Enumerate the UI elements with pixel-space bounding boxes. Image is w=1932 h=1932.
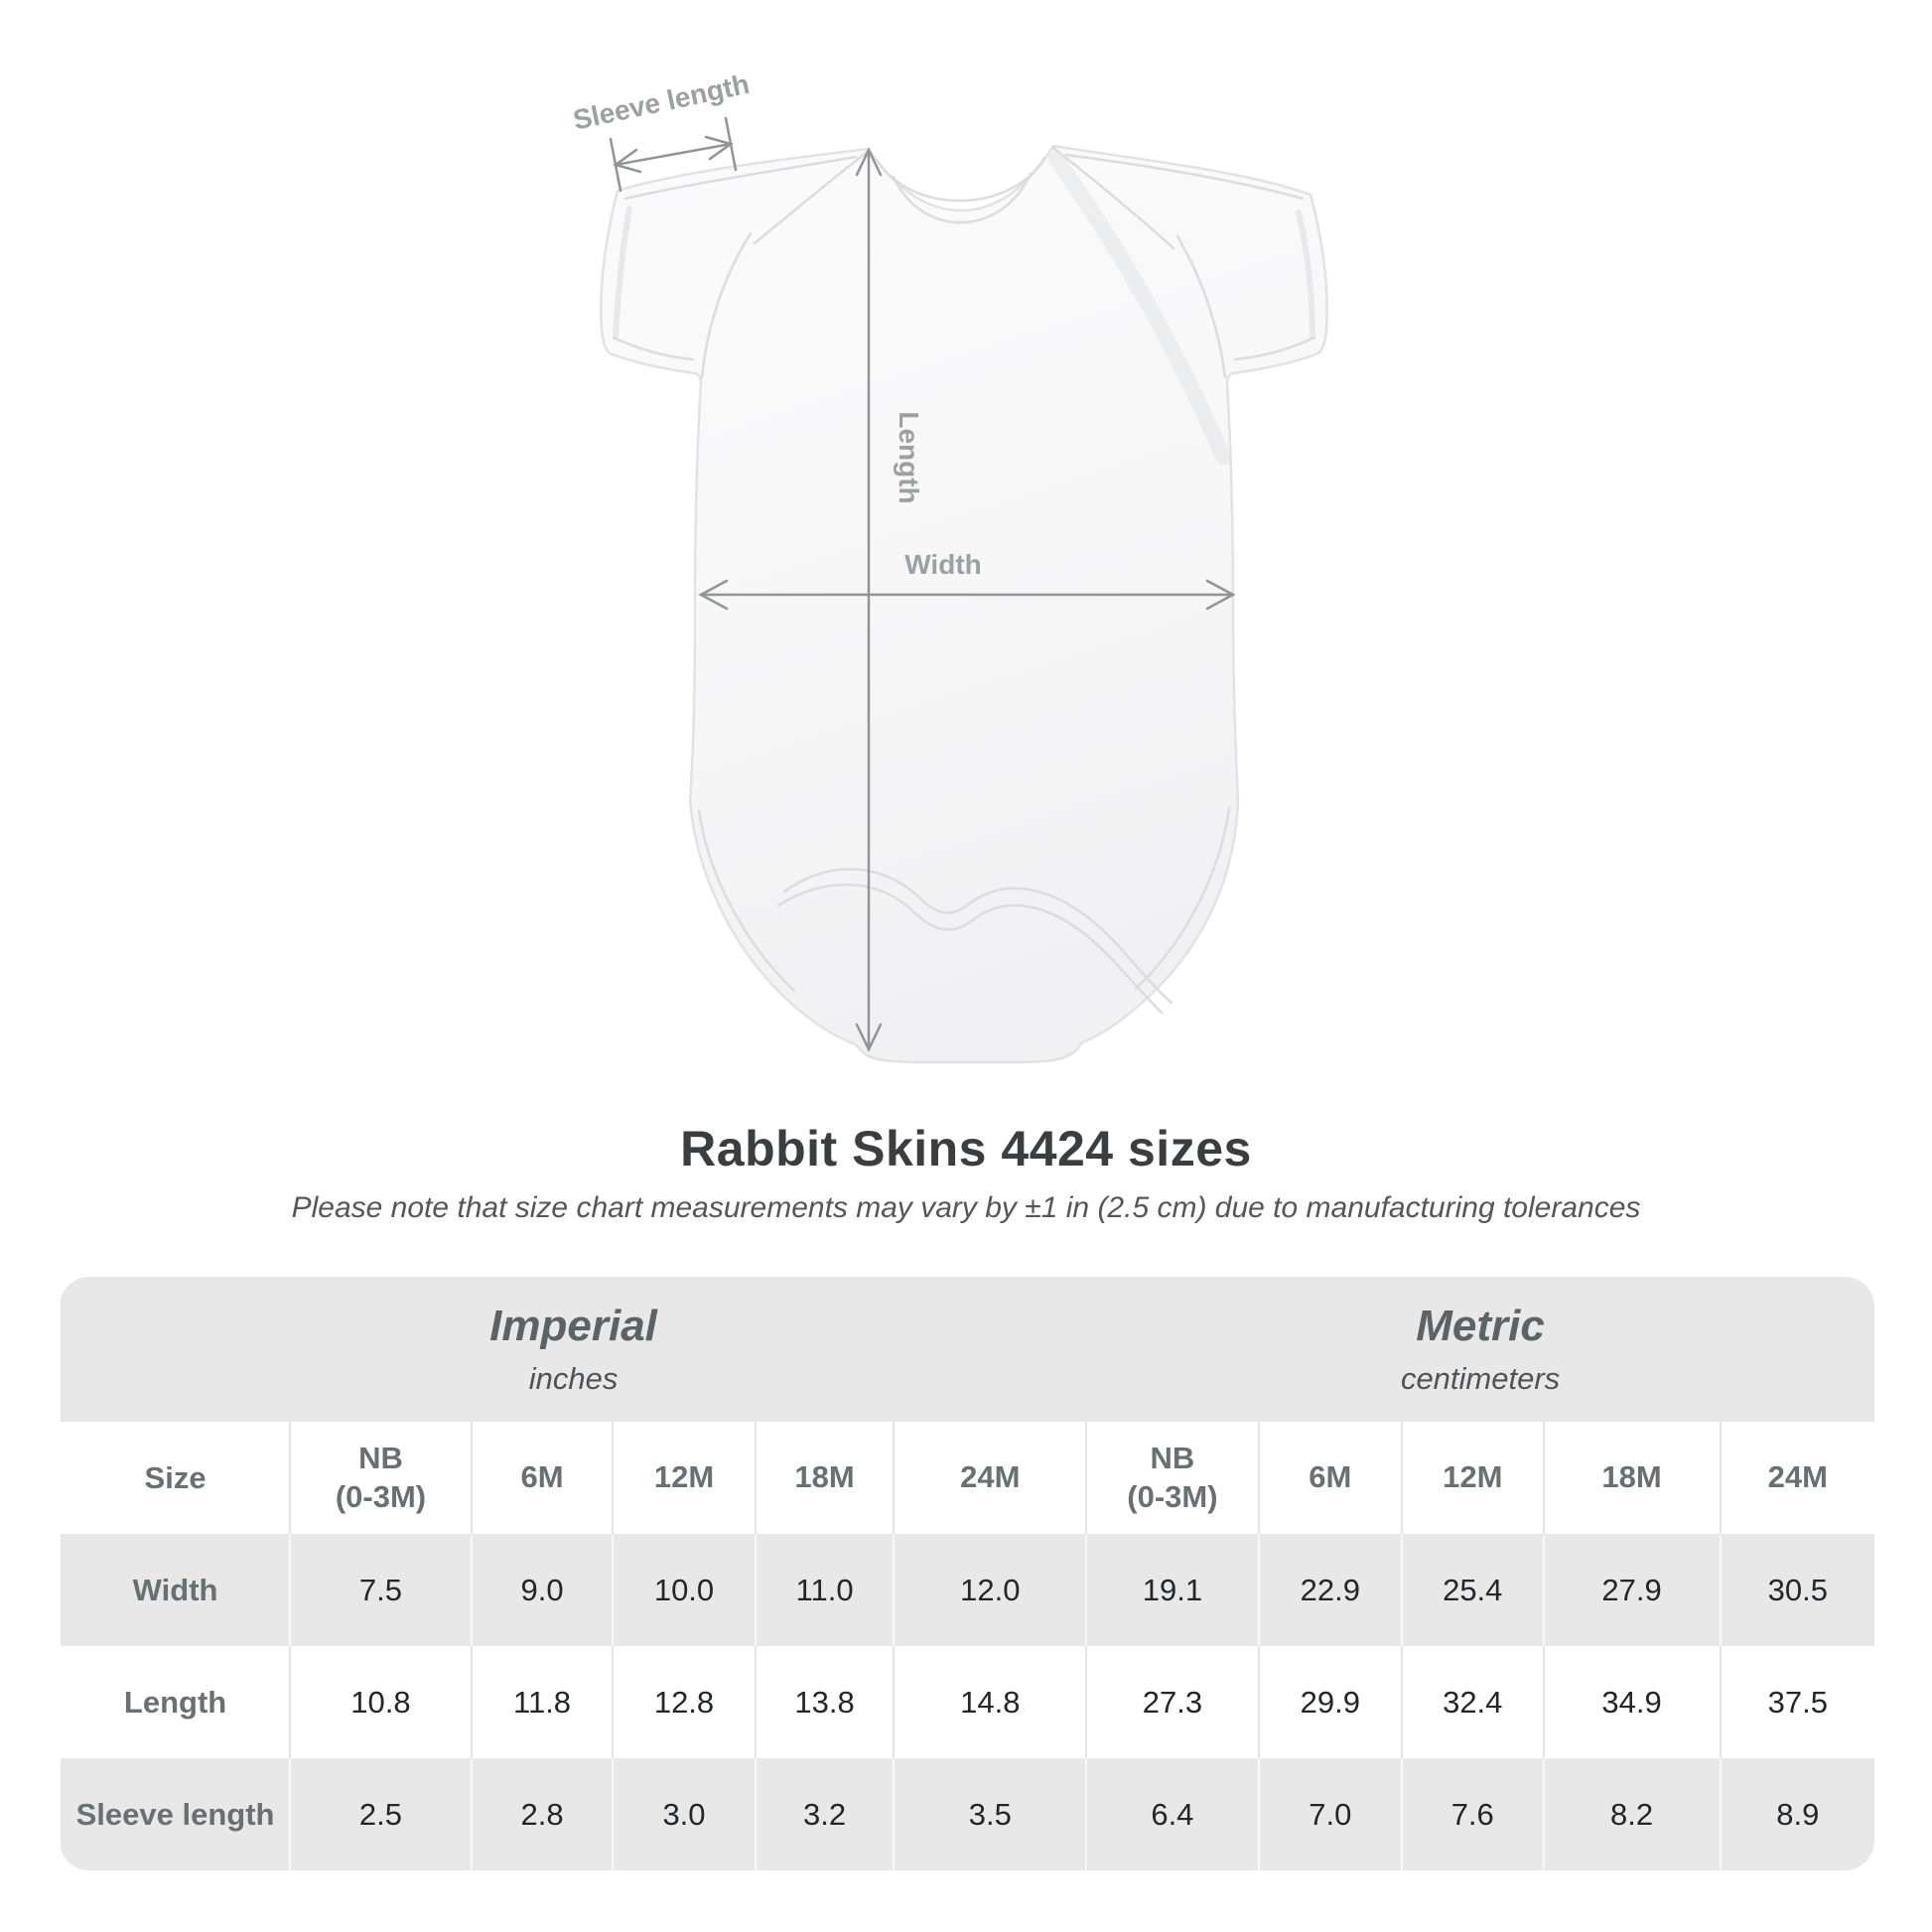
sleeve-imperial-24m: 3.5 xyxy=(893,1758,1087,1870)
length-metric-nb: 27.3 xyxy=(1085,1646,1259,1758)
col-imperial-18m: 18M xyxy=(754,1422,895,1534)
leg-binding-seams xyxy=(697,806,1231,993)
length-metric-24m: 37.5 xyxy=(1719,1646,1874,1758)
width-metric-nb: 19.1 xyxy=(1085,1534,1259,1646)
page-title: Rabbit Skins 4424 sizes xyxy=(680,1121,1252,1176)
bodysuit-outline xyxy=(600,144,1328,1064)
width-imperial-24m: 12.0 xyxy=(893,1534,1087,1646)
sleeve-row-label: Sleeve length xyxy=(61,1758,291,1870)
col-metric-nb: NB (0-3M) xyxy=(1085,1422,1259,1534)
imperial-unit: inches xyxy=(528,1361,619,1396)
bodysuit-figure: Sleeve length Length Width xyxy=(571,69,1328,1064)
sleeve-length-label: Sleeve length xyxy=(571,69,753,136)
width-imperial-18m: 11.0 xyxy=(754,1534,895,1646)
sleeve-length-arrow xyxy=(609,116,738,193)
page-subtitle: Please note that size chart measurements… xyxy=(291,1191,1641,1224)
sleeve-imperial-6m: 2.8 xyxy=(470,1758,614,1870)
unit-band-row: Imperial inches Metric centimeters xyxy=(61,1277,1874,1422)
width-row-label: Width xyxy=(61,1534,291,1646)
length-label: Length xyxy=(894,411,924,503)
width-annotation: Width xyxy=(698,549,1236,611)
length-imperial-nb: 10.8 xyxy=(289,1646,472,1758)
sleeve-metric-6m: 7.0 xyxy=(1257,1758,1402,1870)
length-imperial-12m: 12.8 xyxy=(612,1646,756,1758)
size-header-row: Size NB (0-3M) 6M 12M 18M 24M NB (0-3M) … xyxy=(61,1422,1874,1534)
size-table: Imperial inches Metric centimeters Size … xyxy=(60,1277,1874,1870)
sleeve-metric-nb: 6.4 xyxy=(1085,1758,1259,1870)
armhole-seams xyxy=(613,206,1315,379)
length-metric-12m: 32.4 xyxy=(1401,1646,1544,1758)
sleeve-length-row: Sleeve length 2.5 2.8 3.0 3.2 3.5 6.4 7.… xyxy=(61,1758,1874,1870)
sleeve-imperial-nb: 2.5 xyxy=(289,1758,472,1870)
width-metric-24m: 30.5 xyxy=(1719,1534,1874,1646)
metric-unit: centimeters xyxy=(1400,1361,1561,1396)
width-metric-18m: 27.9 xyxy=(1542,1534,1721,1646)
imperial-label: Imperial xyxy=(489,1302,657,1350)
width-imperial-nb: 7.5 xyxy=(289,1534,472,1646)
length-metric-6m: 29.9 xyxy=(1257,1646,1402,1758)
collar-seams xyxy=(876,156,1046,224)
width-imperial-6m: 9.0 xyxy=(470,1534,614,1646)
size-header: Size xyxy=(61,1422,291,1534)
col-metric-12m: 12M xyxy=(1401,1422,1544,1534)
width-arrow xyxy=(698,579,1236,611)
col-imperial-nb: NB (0-3M) xyxy=(289,1422,472,1534)
col-imperial-24m: 24M xyxy=(893,1422,1087,1534)
length-annotation: Length xyxy=(855,147,924,1052)
length-imperial-6m: 11.8 xyxy=(470,1646,614,1758)
imperial-section-header: Imperial inches xyxy=(61,1277,1087,1422)
col-metric-6m: 6M xyxy=(1257,1422,1402,1534)
length-row: Length 10.8 11.8 12.8 13.8 14.8 27.3 29.… xyxy=(61,1646,1874,1758)
length-imperial-18m: 13.8 xyxy=(754,1646,895,1758)
bodysuit-illustration xyxy=(600,144,1328,1064)
length-imperial-24m: 14.8 xyxy=(893,1646,1087,1758)
length-line xyxy=(855,147,883,1052)
width-label: Width xyxy=(904,549,982,580)
length-metric-18m: 34.9 xyxy=(1542,1646,1721,1758)
sleeve-metric-12m: 7.6 xyxy=(1401,1758,1544,1870)
lap-shoulder-seams xyxy=(623,146,1305,465)
sleeve-metric-24m: 8.9 xyxy=(1719,1758,1874,1870)
sleeve-hem-seams xyxy=(612,336,1316,361)
width-metric-6m: 22.9 xyxy=(1257,1534,1402,1646)
metric-section-header: Metric centimeters xyxy=(1086,1277,1874,1422)
width-row: Width 7.5 9.0 10.0 11.0 12.0 19.1 22.9 2… xyxy=(61,1534,1874,1646)
col-imperial-6m: 6M xyxy=(470,1422,614,1534)
sleeve-imperial-12m: 3.0 xyxy=(612,1758,756,1870)
sleeve-metric-18m: 8.2 xyxy=(1542,1758,1721,1870)
width-metric-12m: 25.4 xyxy=(1401,1534,1544,1646)
col-metric-24m: 24M xyxy=(1719,1422,1874,1534)
metric-label: Metric xyxy=(1416,1302,1545,1350)
size-table-card: Imperial inches Metric centimeters Size … xyxy=(60,1277,1874,1870)
col-imperial-12m: 12M xyxy=(612,1422,756,1534)
col-metric-18m: 18M xyxy=(1542,1422,1721,1534)
width-imperial-12m: 10.0 xyxy=(612,1534,756,1646)
sleeve-imperial-18m: 3.2 xyxy=(754,1758,895,1870)
length-row-label: Length xyxy=(61,1646,291,1758)
